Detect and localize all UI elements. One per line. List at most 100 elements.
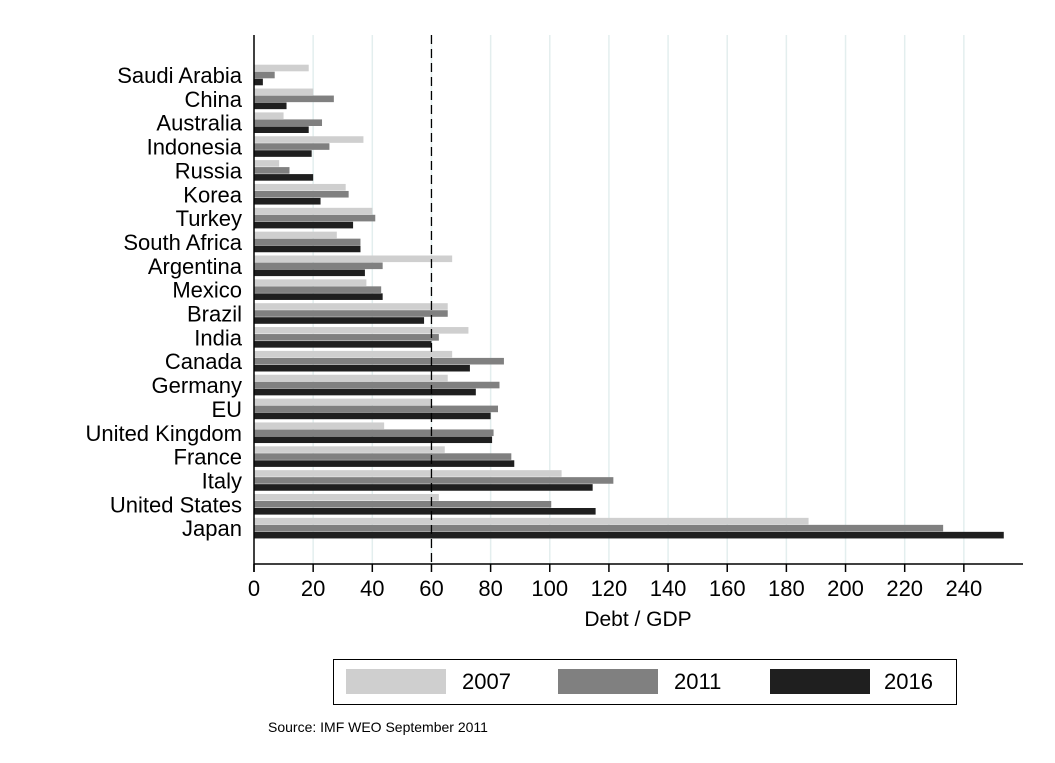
bar-canada-2011 [254, 357, 504, 365]
bar-brazil-2011 [254, 310, 448, 317]
bar-india-2011 [254, 334, 439, 341]
bar-russia-2016 [254, 174, 314, 181]
category-label: Mexico [172, 278, 242, 303]
x-tick-label: 240 [945, 576, 982, 601]
bar-australia-2007 [254, 112, 284, 119]
category-label: Italy [202, 468, 242, 493]
bar-korea-2016 [254, 197, 321, 205]
category-label: Russia [175, 158, 243, 183]
bar-indonesia-2011 [254, 143, 330, 150]
category-label: United States [110, 492, 242, 517]
legend-label-2011: 2011 [674, 669, 722, 694]
bar-argentina-2016 [254, 269, 365, 277]
category-label: United Kingdom [85, 421, 242, 446]
x-tick-label: 100 [531, 576, 568, 601]
bar-saudi-arabia-2016 [254, 78, 263, 86]
category-label: South Africa [123, 230, 242, 255]
bar-japan-2011 [254, 524, 944, 532]
bar-indonesia-2007 [254, 136, 364, 143]
bar-australia-2011 [254, 119, 323, 126]
category-label: France [174, 445, 242, 470]
x-tick-label: 220 [886, 576, 923, 601]
legend-swatch-2007 [346, 669, 446, 694]
bar-canada-2007 [254, 350, 453, 358]
bar-india-2007 [254, 327, 469, 334]
bar-china-2016 [254, 102, 287, 110]
source-note: Source: IMF WEO September 2011 [268, 719, 488, 735]
category-label: Turkey [176, 206, 242, 231]
category-label: EU [211, 397, 242, 422]
bar-korea-2007 [254, 183, 346, 191]
bar-russia-2007 [254, 160, 280, 167]
legend-swatch-2011 [558, 669, 658, 694]
bar-germany-2011 [254, 381, 500, 389]
bar-india-2016 [254, 341, 432, 348]
category-label: Indonesia [147, 135, 243, 160]
x-tick-label: 120 [591, 576, 628, 601]
bar-france-2007 [254, 446, 445, 453]
bar-australia-2016 [254, 126, 309, 133]
x-tick-label: 80 [478, 576, 502, 601]
bar-turkey-2007 [254, 207, 373, 215]
x-tick-label: 180 [768, 576, 805, 601]
bar-italy-2007 [254, 470, 562, 477]
bar-china-2011 [254, 95, 334, 103]
legend-swatch-2016 [770, 669, 870, 694]
x-tick-label: 20 [301, 576, 325, 601]
bar-saudi-arabia-2011 [254, 71, 275, 79]
legend-label-2007: 2007 [462, 669, 511, 694]
bar-mexico-2016 [254, 293, 383, 300]
bar-united-states-2007 [254, 494, 439, 501]
bar-mexico-2011 [254, 286, 382, 293]
x-tick-label: 60 [419, 576, 443, 601]
bar-united-kingdom-2011 [254, 429, 494, 437]
category-label: Germany [152, 373, 242, 398]
bar-canada-2016 [254, 364, 470, 372]
category-label: Australia [156, 111, 242, 136]
bar-japan-2007 [254, 517, 809, 525]
bar-eu-2016 [254, 412, 491, 420]
legend: 2007 2011 2016 [333, 659, 957, 705]
x-tick-label: 160 [709, 576, 746, 601]
bar-brazil-2016 [254, 317, 425, 324]
bar-south-africa-2011 [254, 238, 361, 246]
category-label: Korea [183, 182, 242, 207]
legend-label-2016: 2016 [884, 669, 933, 694]
bar-france-2016 [254, 460, 515, 467]
bar-china-2007 [254, 88, 314, 96]
bar-eu-2011 [254, 405, 499, 413]
chart-frame: Saudi Arabia China Australia Indonesia Russi… [8, 8, 1047, 755]
bar-turkey-2016 [254, 221, 354, 229]
bar-italy-2011 [254, 477, 614, 484]
category-label: Japan [182, 516, 242, 541]
bar-indonesia-2016 [254, 150, 312, 157]
bar-south-africa-2016 [254, 245, 361, 253]
category-label: Saudi Arabia [117, 63, 243, 88]
bar-united-kingdom-2016 [254, 436, 493, 444]
category-label: China [185, 87, 243, 112]
bar-united-states-2011 [254, 501, 552, 508]
bar-turkey-2011 [254, 214, 376, 222]
bar-united-kingdom-2007 [254, 422, 385, 430]
bar-germany-2007 [254, 374, 448, 382]
bar-brazil-2007 [254, 303, 448, 310]
category-label: Brazil [187, 302, 242, 327]
x-tick-label: 140 [650, 576, 687, 601]
bar-saudi-arabia-2007 [254, 64, 309, 72]
bar-korea-2011 [254, 190, 349, 198]
x-tick-label: 0 [248, 576, 260, 601]
bar-france-2011 [254, 453, 512, 460]
bar-russia-2011 [254, 167, 290, 174]
x-tick-label: 40 [360, 576, 384, 601]
category-label: India [194, 325, 242, 350]
x-tick-label: 200 [827, 576, 864, 601]
bar-mexico-2007 [254, 279, 367, 286]
category-label: Argentina [148, 254, 243, 279]
bar-argentina-2007 [254, 255, 453, 263]
bar-italy-2016 [254, 484, 593, 491]
x-axis-title: Debt / GDP [584, 608, 691, 631]
chart-plot: Saudi ArabiaChinaAustraliaIndonesiaRussi… [85, 35, 1023, 631]
bar-eu-2007 [254, 398, 432, 406]
bar-united-states-2016 [254, 508, 596, 515]
category-label: Canada [165, 349, 243, 374]
